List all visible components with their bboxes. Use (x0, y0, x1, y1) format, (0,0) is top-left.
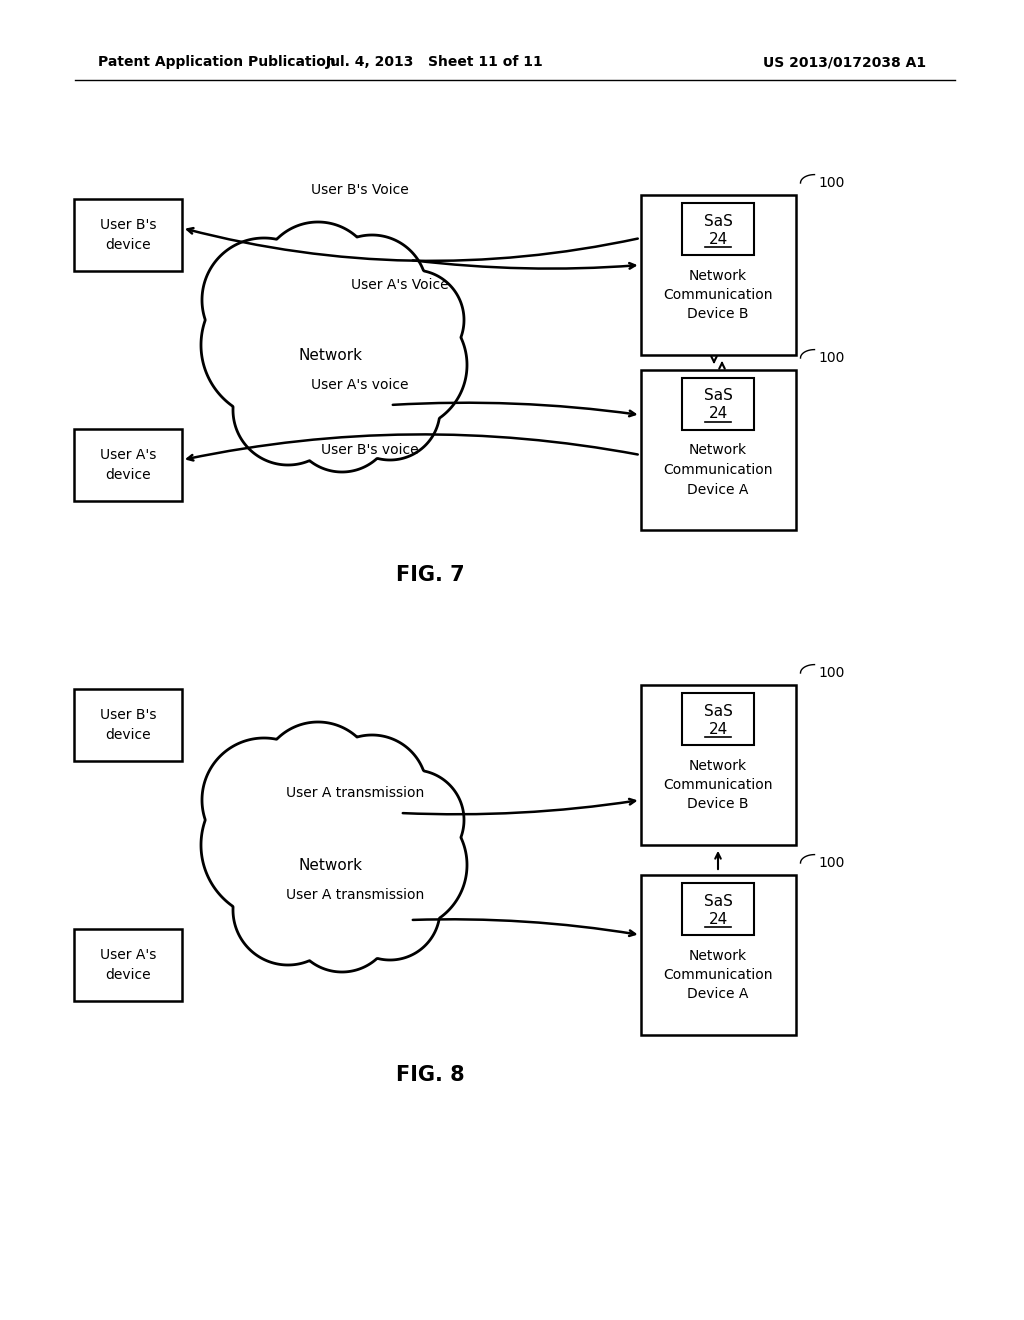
Circle shape (260, 222, 376, 338)
Text: User A's
device: User A's device (99, 449, 157, 482)
Text: US 2013/0172038 A1: US 2013/0172038 A1 (764, 55, 927, 69)
FancyBboxPatch shape (682, 378, 754, 430)
Circle shape (340, 360, 440, 459)
Circle shape (317, 735, 427, 845)
Text: User A's voice: User A's voice (311, 378, 409, 392)
Circle shape (201, 271, 351, 420)
Circle shape (364, 770, 464, 870)
Text: SaS: SaS (703, 214, 732, 228)
Circle shape (201, 770, 351, 920)
Text: 24: 24 (709, 407, 728, 421)
Text: User A transmission: User A transmission (286, 785, 424, 800)
FancyBboxPatch shape (74, 199, 182, 271)
Text: User A's
device: User A's device (99, 948, 157, 982)
Text: FIG. 8: FIG. 8 (395, 1065, 464, 1085)
Text: User A transmission: User A transmission (286, 888, 424, 902)
Text: User B's
device: User B's device (99, 218, 157, 252)
Circle shape (202, 238, 326, 362)
FancyBboxPatch shape (640, 370, 796, 531)
Text: 100: 100 (818, 351, 845, 366)
Text: User B's voice: User B's voice (322, 444, 419, 457)
FancyBboxPatch shape (640, 875, 796, 1035)
FancyBboxPatch shape (640, 195, 796, 355)
Text: Patent Application Publication: Patent Application Publication (98, 55, 336, 69)
Circle shape (262, 275, 422, 436)
Circle shape (290, 869, 394, 972)
Text: SaS: SaS (703, 388, 732, 404)
Circle shape (233, 355, 343, 465)
Text: FIG. 7: FIG. 7 (395, 565, 464, 585)
Text: SaS: SaS (703, 894, 732, 908)
Text: Network: Network (298, 858, 362, 873)
Text: Network
Communication
Device B: Network Communication Device B (664, 759, 773, 812)
FancyBboxPatch shape (682, 203, 754, 255)
FancyBboxPatch shape (682, 883, 754, 935)
Text: 24: 24 (709, 722, 728, 737)
Circle shape (337, 800, 467, 931)
FancyBboxPatch shape (74, 689, 182, 762)
FancyBboxPatch shape (682, 693, 754, 744)
FancyBboxPatch shape (74, 429, 182, 502)
Text: 24: 24 (709, 912, 728, 927)
Circle shape (262, 775, 422, 935)
Text: 100: 100 (818, 667, 845, 680)
Circle shape (364, 271, 464, 370)
Text: 100: 100 (818, 855, 845, 870)
Circle shape (340, 861, 440, 960)
Text: User B's
device: User B's device (99, 709, 157, 742)
FancyBboxPatch shape (640, 685, 796, 845)
Text: User A's Voice: User A's Voice (351, 279, 449, 292)
Circle shape (317, 235, 427, 345)
Circle shape (337, 300, 467, 430)
Circle shape (233, 855, 343, 965)
Text: Jul. 4, 2013   Sheet 11 of 11: Jul. 4, 2013 Sheet 11 of 11 (326, 55, 544, 69)
Text: Network: Network (298, 347, 362, 363)
Text: 100: 100 (818, 176, 845, 190)
Circle shape (202, 738, 326, 862)
Circle shape (260, 722, 376, 838)
Text: Network
Communication
Device A: Network Communication Device A (664, 444, 773, 496)
Text: Network
Communication
Device A: Network Communication Device A (664, 949, 773, 1002)
Text: Network
Communication
Device B: Network Communication Device B (664, 268, 773, 322)
Text: 24: 24 (709, 231, 728, 247)
Circle shape (290, 368, 394, 473)
FancyBboxPatch shape (74, 929, 182, 1001)
Text: User B's Voice: User B's Voice (311, 183, 409, 197)
Text: SaS: SaS (703, 704, 732, 718)
